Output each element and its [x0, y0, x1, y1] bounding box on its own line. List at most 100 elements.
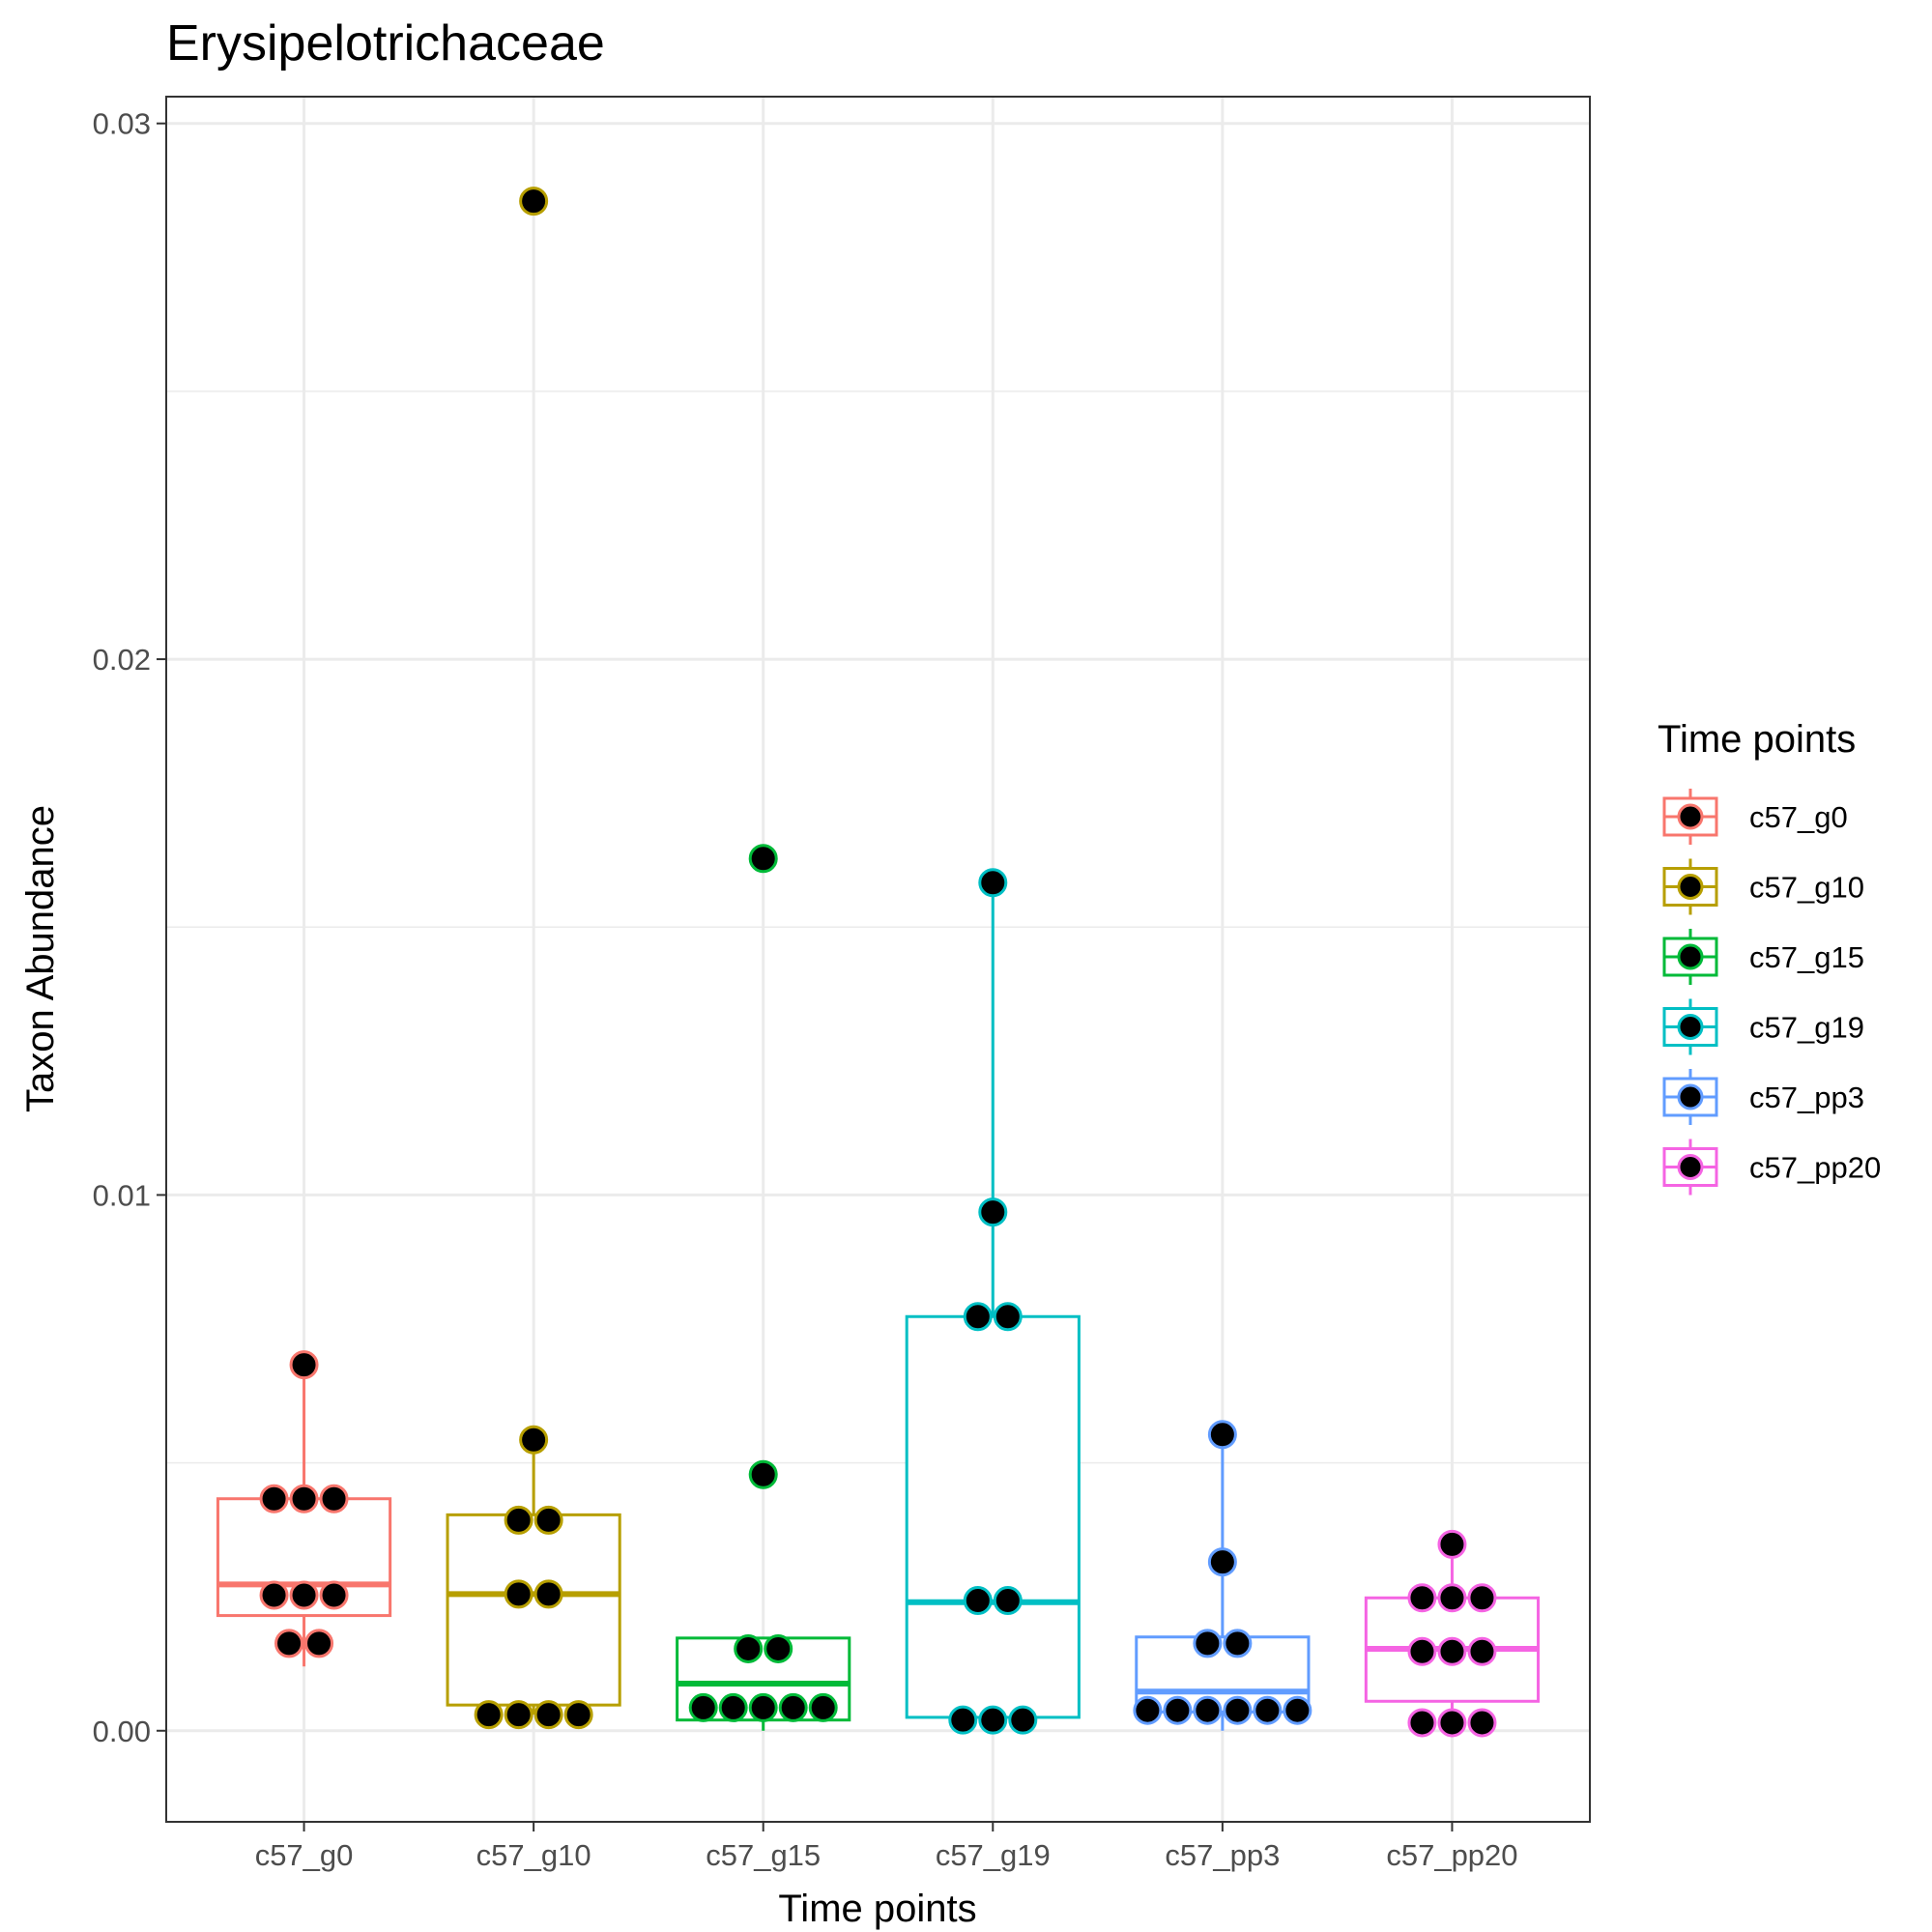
- data-point: [1253, 1695, 1283, 1725]
- legend-title: Time points: [1658, 718, 1856, 761]
- data-point: [718, 1692, 748, 1722]
- data-point: [563, 1700, 593, 1730]
- panel-border: [165, 96, 1591, 1823]
- box-c57_g19: [905, 882, 1081, 1720]
- data-point: [1407, 1583, 1437, 1613]
- y-tick-label: 0.00: [93, 1715, 151, 1748]
- legend-key-point: [1677, 1154, 1704, 1180]
- chart-title: Erysipelotrichaceae: [166, 15, 605, 72]
- data-point: [1193, 1695, 1223, 1725]
- data-point: [778, 1692, 808, 1722]
- data-point: [1437, 1708, 1467, 1738]
- data-point: [504, 1579, 533, 1609]
- legend-key-point: [1677, 943, 1704, 970]
- legend-label: c57_g10: [1749, 871, 1864, 905]
- y-tick-label: 0.01: [93, 1178, 151, 1212]
- legend-key-point: [1677, 803, 1704, 830]
- data-point: [1223, 1629, 1253, 1658]
- data-point: [1437, 1636, 1467, 1666]
- x-tick-label: c57_g10: [476, 1838, 591, 1872]
- boxes-layer: [216, 882, 1541, 1731]
- data-point: [474, 1700, 504, 1730]
- data-point: [504, 1700, 533, 1730]
- data-point: [1467, 1708, 1497, 1738]
- y-tick-label: 0.03: [93, 107, 151, 141]
- box-body: [446, 1513, 621, 1707]
- data-point: [274, 1629, 304, 1658]
- data-point: [1467, 1636, 1497, 1666]
- data-point: [1193, 1629, 1223, 1658]
- data-point: [289, 1580, 319, 1610]
- data-point: [978, 868, 1008, 898]
- data-point: [259, 1580, 289, 1610]
- box-c57_g0: [216, 1365, 392, 1667]
- legend-label: c57_pp20: [1749, 1151, 1881, 1185]
- data-point: [948, 1705, 978, 1735]
- data-point: [1437, 1529, 1467, 1559]
- box-body: [905, 1314, 1081, 1719]
- data-point: [748, 1692, 778, 1722]
- data-point: [1283, 1695, 1312, 1725]
- legend-label: c57_g0: [1749, 800, 1848, 834]
- data-point: [304, 1629, 334, 1658]
- data-point: [963, 1302, 993, 1332]
- legend-item-c57_g0: c57_g0: [1662, 789, 1848, 845]
- data-point: [734, 1633, 764, 1663]
- legend-item-c57_g19: c57_g19: [1662, 998, 1864, 1055]
- data-point: [978, 1197, 1008, 1227]
- x-tick-label: c57_pp20: [1386, 1838, 1517, 1872]
- data-point: [319, 1484, 349, 1514]
- data-point: [978, 1705, 1008, 1735]
- box-c57_g10: [446, 1439, 621, 1716]
- data-point: [688, 1692, 718, 1722]
- legend-label: c57_pp3: [1749, 1081, 1864, 1114]
- legend-key-point: [1677, 874, 1704, 900]
- box-c57_pp3: [1135, 1434, 1311, 1731]
- data-point: [504, 1505, 533, 1535]
- data-point: [533, 1700, 563, 1730]
- data-point: [519, 187, 549, 216]
- legend-item-c57_pp3: c57_pp3: [1662, 1069, 1864, 1125]
- data-point: [993, 1586, 1023, 1616]
- data-point: [1133, 1695, 1163, 1725]
- points-layer: [259, 187, 1497, 1738]
- x-tick-label: c57_g19: [936, 1838, 1051, 1872]
- data-point: [1207, 1547, 1237, 1577]
- legend-key-point: [1677, 1083, 1704, 1110]
- data-point: [1207, 1420, 1237, 1450]
- data-point: [748, 844, 778, 874]
- legend-label: c57_g15: [1749, 940, 1864, 974]
- y-tick-label: 0.02: [93, 643, 151, 677]
- data-point: [1407, 1636, 1437, 1666]
- box-body: [1135, 1635, 1311, 1714]
- data-point: [1467, 1583, 1497, 1613]
- x-tick-label: c57_pp3: [1165, 1838, 1280, 1872]
- data-point: [963, 1586, 993, 1616]
- data-point: [808, 1692, 838, 1722]
- data-point: [533, 1579, 563, 1609]
- legend-label: c57_g19: [1749, 1011, 1864, 1045]
- legend: Time points c57_g0 c57_g10 c57_g15 c57_g19c…: [1658, 718, 1881, 1196]
- x-axis: c57_g0 c57_g10 c57_g15 c57_g19 c57_pp3 c57_pp…: [255, 1822, 1518, 1872]
- data-point: [533, 1505, 563, 1535]
- legend-item-c57_g10: c57_g10: [1662, 858, 1864, 915]
- data-point: [764, 1633, 793, 1663]
- data-point: [289, 1350, 319, 1380]
- data-point: [993, 1302, 1023, 1332]
- legend-item-c57_g15: c57_g15: [1662, 929, 1864, 985]
- legend-key-point: [1677, 1014, 1704, 1040]
- data-point: [1163, 1695, 1193, 1725]
- data-point: [319, 1580, 349, 1610]
- data-point: [748, 1459, 778, 1489]
- y-axis-title: Taxon Abundance: [19, 805, 62, 1112]
- y-axis: 0.00 0.01 0.02 0.03: [93, 107, 166, 1748]
- data-point: [1008, 1705, 1038, 1735]
- data-point: [519, 1425, 549, 1455]
- x-axis-title: Time points: [778, 1888, 976, 1930]
- data-point: [289, 1484, 319, 1514]
- data-point: [259, 1484, 289, 1514]
- x-tick-label: c57_g15: [706, 1838, 821, 1872]
- data-point: [1407, 1708, 1437, 1738]
- x-tick-label: c57_g0: [255, 1838, 354, 1872]
